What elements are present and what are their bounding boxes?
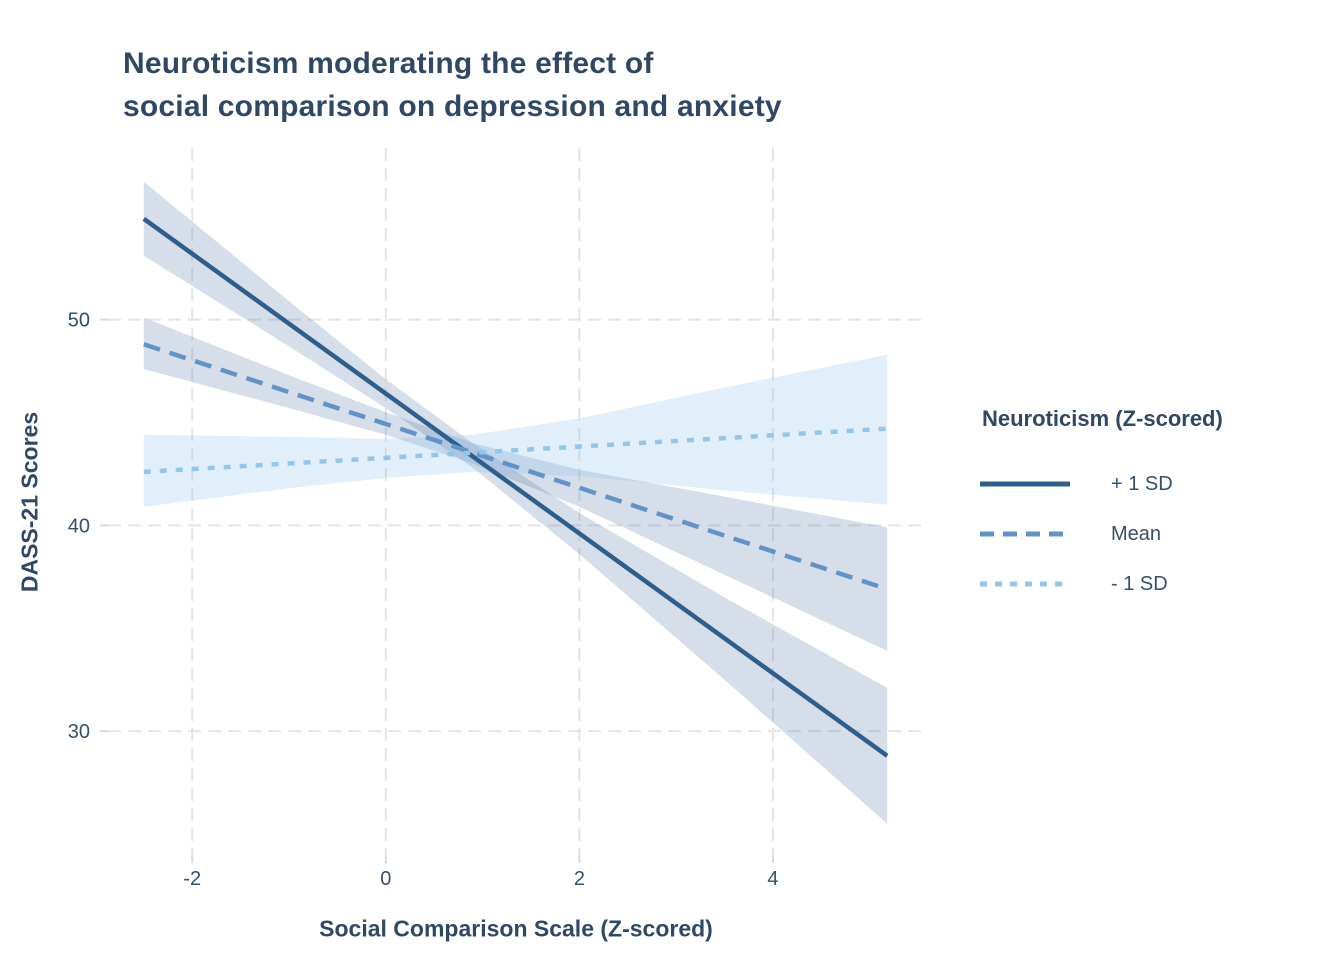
line-dashed (143, 342, 888, 592)
x-tick-label: 4 (767, 868, 778, 890)
ribbon-dashed (143, 317, 888, 651)
chart-title-line2: social comparison on depression and anxi… (123, 90, 782, 123)
legend-items: + 1 SD Mean - 1 SD (979, 459, 1173, 609)
x-tick-label: -2 (183, 868, 201, 890)
tick-labels: -2 0 2 4 30 40 50 (68, 310, 779, 890)
legend-item-label: + 1 SD (1111, 472, 1173, 495)
ribbon-dotted (143, 354, 888, 507)
legend-key-dashed-line-icon (980, 531, 1070, 537)
chart-title-line1: Neuroticism moderating the effect of (123, 47, 654, 80)
legend-title: Neuroticism (Z-scored) (982, 406, 1223, 431)
legend-key-dotted-line-icon (980, 581, 1070, 587)
axis-ticks (100, 318, 774, 863)
confidence-ribbons (143, 181, 888, 824)
legend-item-label: - 1 SD (1111, 572, 1168, 595)
legend-item-mean: Mean (979, 509, 1173, 559)
legend-item-plus1sd: + 1 SD (979, 459, 1173, 509)
x-tick-label: 2 (574, 868, 585, 890)
legend-key-solid-line-icon (980, 481, 1070, 487)
line-dotted (143, 426, 888, 475)
gridlines (108, 148, 923, 855)
y-tick-label: 40 (68, 515, 90, 537)
x-axis-title: Social Comparison Scale (Z-scored) (319, 915, 713, 942)
chart-title: Neuroticism moderating the effect of soc… (123, 42, 782, 128)
regression-lines (142, 216, 889, 758)
legend-item-minus1sd: - 1 SD (979, 559, 1173, 609)
legend-item-label: Mean (1111, 522, 1162, 545)
y-tick-label: 50 (68, 310, 90, 332)
line-solid (142, 216, 889, 758)
y-axis-title: DASS-21 Scores (16, 411, 43, 593)
ribbon-solid (143, 181, 888, 824)
x-tick-label: 0 (380, 868, 391, 890)
y-tick-label: 30 (68, 721, 90, 743)
